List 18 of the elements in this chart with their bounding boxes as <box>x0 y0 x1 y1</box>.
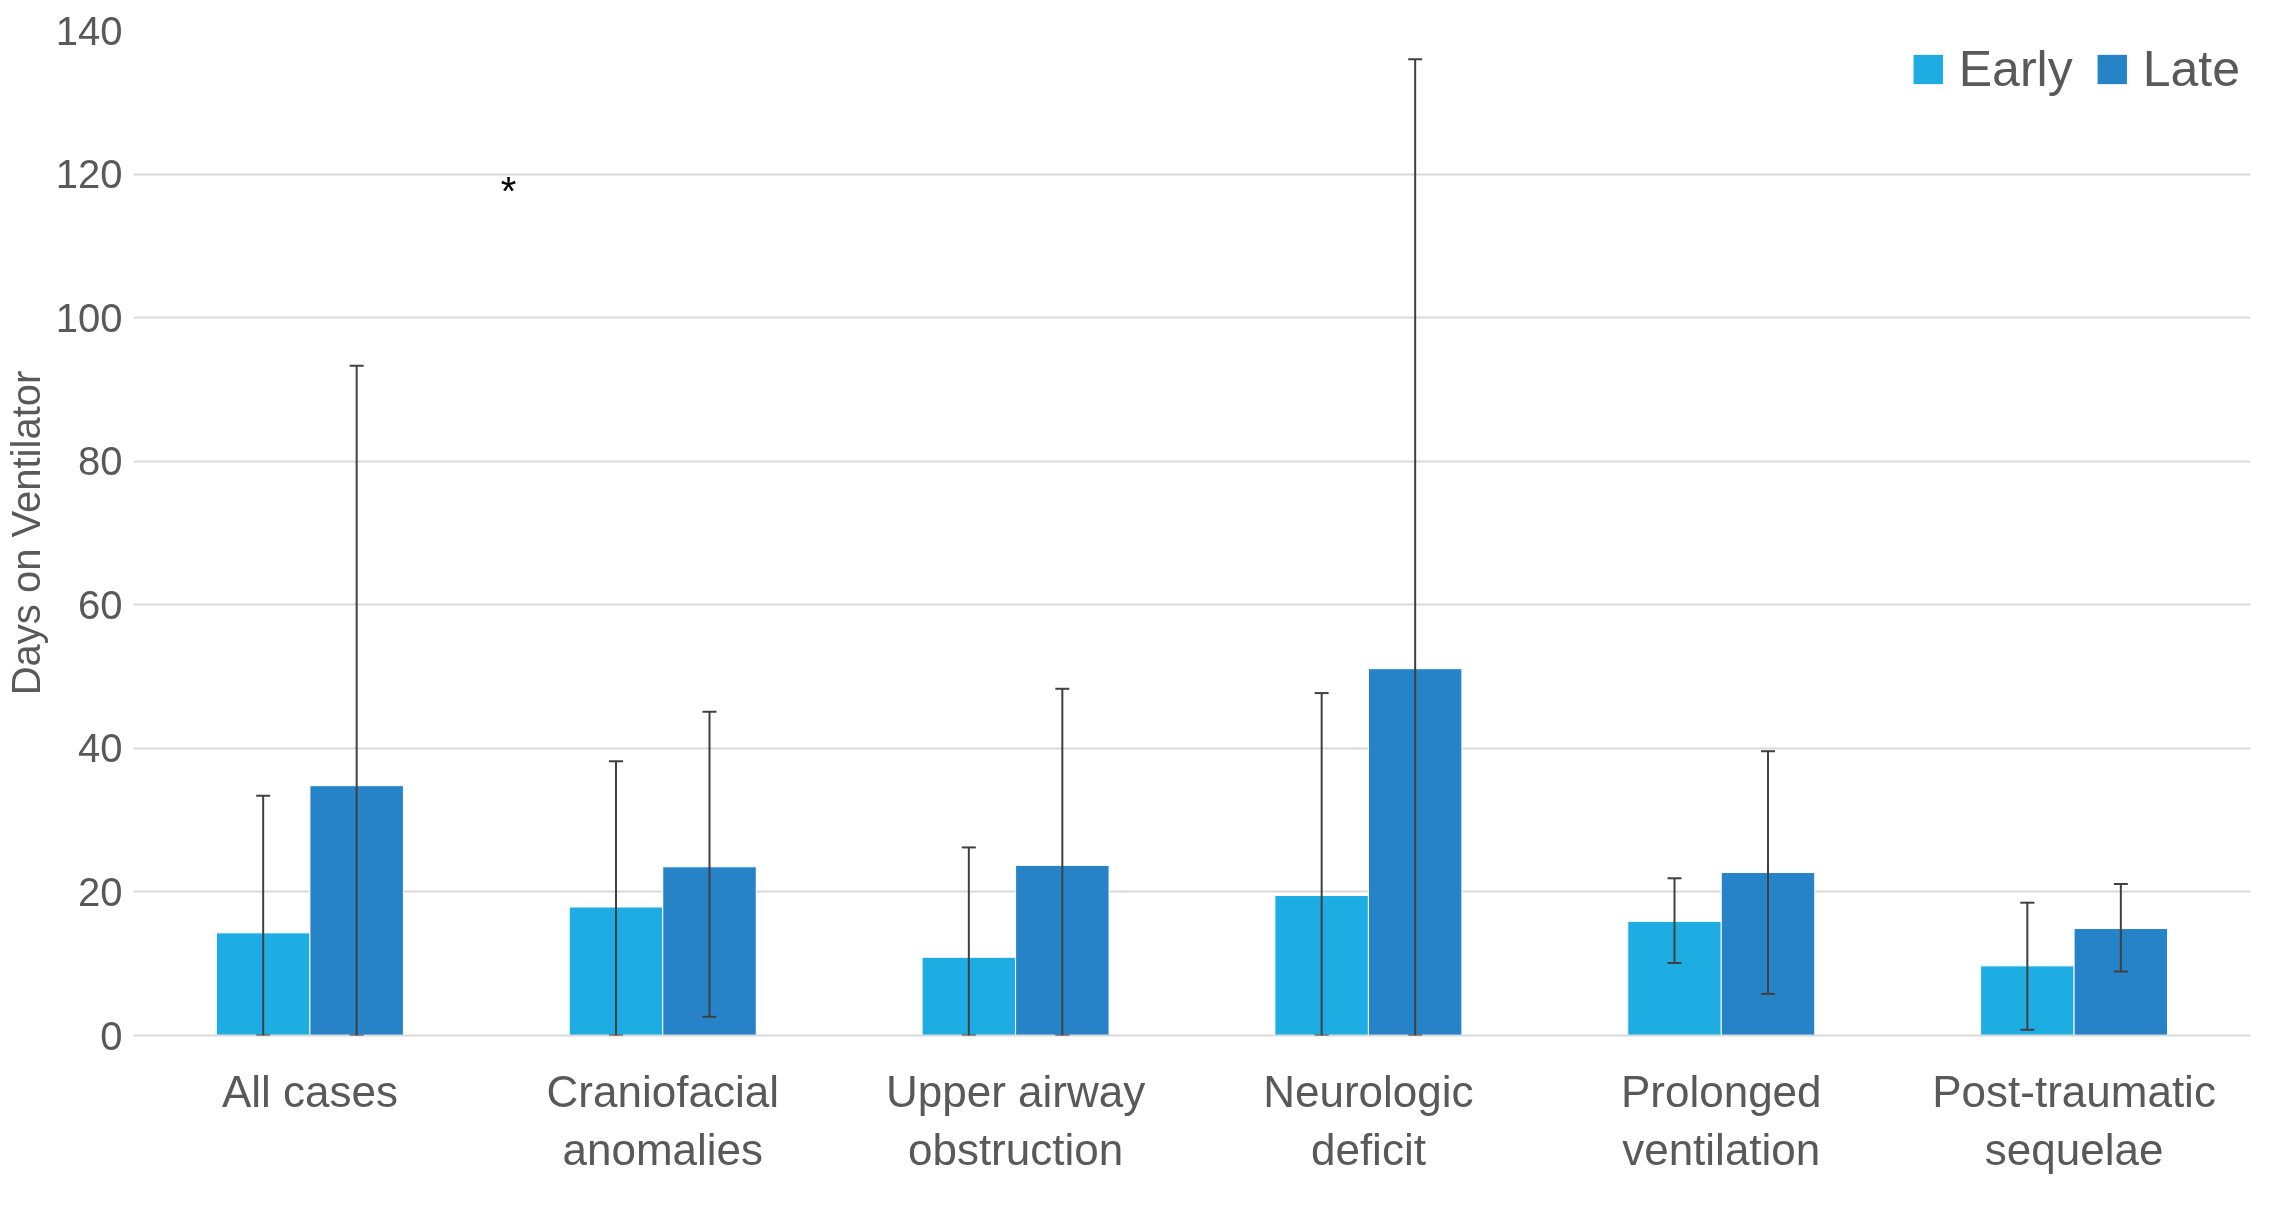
y-tick-label: 40 <box>78 726 123 771</box>
y-tick-label: 0 <box>100 1013 123 1058</box>
legend-label: Late <box>2142 40 2240 98</box>
y-tick-label: 20 <box>78 869 123 914</box>
x-tick-label: Upper airway obstruction <box>885 1066 1146 1175</box>
y-tick-label: 60 <box>78 582 123 627</box>
y-tick-label: 80 <box>78 439 123 484</box>
legend-label: Early <box>1958 40 2073 98</box>
x-tick-label: Post-traumatic sequelae <box>1932 1066 2216 1175</box>
x-tick-label: All cases <box>221 1066 398 1116</box>
annotation: * <box>500 168 517 213</box>
x-tick-label: Craniofacial anomalies <box>546 1066 779 1175</box>
x-tick-label: Neurologic deficit <box>1263 1066 1474 1175</box>
y-axis-title: Days on Ventilator <box>3 370 48 696</box>
y-tick-label: 100 <box>55 295 123 340</box>
y-tick-label: 140 <box>55 8 123 53</box>
y-tick-label: 120 <box>55 152 123 197</box>
x-tick-label: Prolonged ventilation <box>1620 1066 1822 1175</box>
